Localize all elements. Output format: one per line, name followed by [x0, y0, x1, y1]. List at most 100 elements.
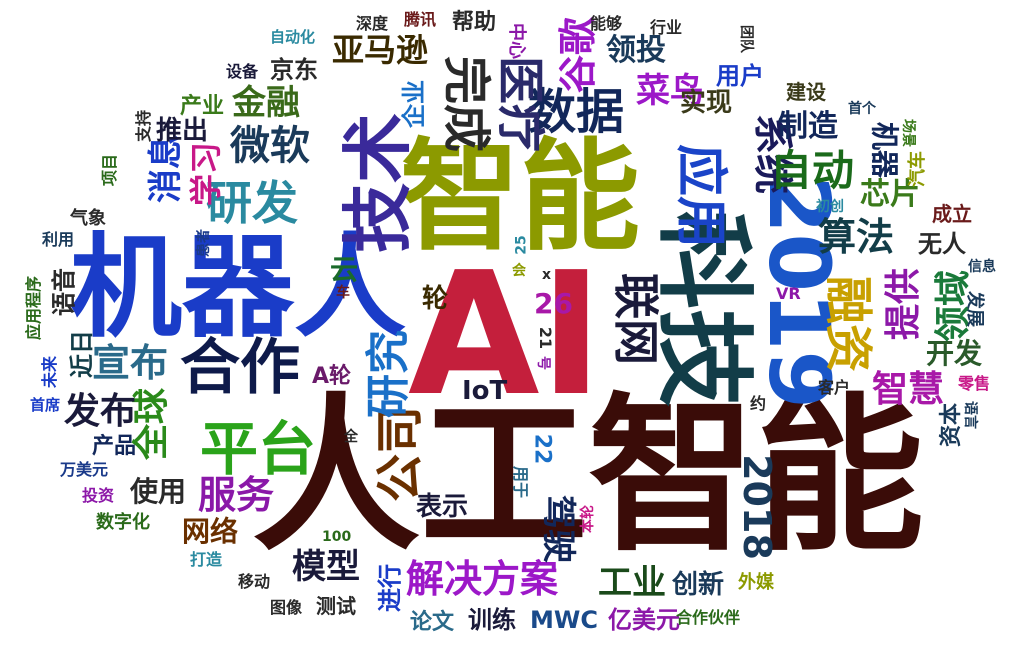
word: 行业	[650, 18, 683, 37]
word: 进行	[376, 564, 404, 612]
word: 移动	[238, 572, 271, 591]
word: 云	[330, 253, 359, 286]
word: 投资	[82, 486, 115, 505]
word: 人工智能	[252, 378, 924, 574]
word: 22	[529, 433, 555, 465]
word: 论文	[410, 610, 455, 635]
word: 完成	[438, 55, 495, 153]
word: 场景	[900, 119, 916, 147]
word: 用户	[716, 62, 764, 90]
word: 联网	[609, 273, 663, 365]
word: 无人	[918, 230, 966, 258]
word: 数据	[528, 84, 625, 140]
word: 支持	[134, 109, 154, 143]
word: 自动	[770, 146, 855, 195]
word: 技术	[337, 113, 419, 253]
word: 初创	[816, 199, 844, 215]
word: 芯片	[860, 177, 920, 212]
word: 团队	[738, 25, 754, 53]
word: 智慧	[872, 369, 945, 410]
word: 创新	[672, 570, 725, 600]
word: 万美元	[60, 460, 109, 479]
word: 建设	[786, 80, 826, 104]
word: 合作伙伴	[676, 608, 741, 627]
word: 亿美元	[608, 606, 680, 634]
word: 金融	[232, 83, 300, 123]
word: 自动化	[270, 28, 316, 46]
word: 推出	[156, 116, 209, 146]
word: 26	[534, 287, 573, 320]
word: 解决方案	[406, 557, 559, 601]
word: 能够	[590, 14, 623, 33]
word: 100	[322, 529, 352, 545]
word: 25	[513, 235, 530, 255]
word: A轮	[312, 364, 352, 389]
word: 车	[336, 285, 350, 301]
word: 气象	[70, 208, 106, 229]
word: 微软	[230, 123, 310, 169]
word: 医疗	[492, 55, 549, 153]
word: 企业	[400, 80, 428, 128]
word: 提供	[883, 267, 925, 341]
word: 发展	[964, 291, 985, 327]
word: 号	[535, 356, 551, 370]
word: 中心	[506, 23, 527, 59]
word: 训练	[468, 606, 516, 634]
word: 约	[750, 394, 767, 413]
word: 语言	[962, 401, 978, 429]
word: 融资	[820, 275, 877, 373]
word: 深度	[356, 14, 389, 33]
word: 21	[536, 326, 556, 350]
word: 服务	[198, 473, 275, 517]
word: 全	[344, 429, 358, 445]
word: 京东	[270, 56, 318, 84]
word: 应用	[670, 143, 731, 249]
word: 机器	[868, 121, 902, 179]
word: 公司	[372, 405, 429, 503]
word: x	[542, 267, 552, 283]
word: 智能	[400, 128, 640, 267]
word: 外媒	[738, 572, 774, 593]
word: 机器人	[70, 223, 406, 353]
word: 测试	[316, 594, 356, 618]
word: 研究	[363, 330, 414, 418]
word: 信息	[968, 259, 996, 275]
word: 未来	[40, 355, 60, 389]
word: 网络	[182, 515, 239, 548]
word: 轮	[422, 284, 449, 314]
word: 实现	[680, 88, 733, 118]
word: 菜鸟	[636, 71, 704, 111]
word: 图像	[270, 598, 303, 617]
word: 表示	[416, 492, 469, 522]
word: 算法	[818, 215, 895, 259]
word: 会	[512, 263, 526, 279]
word: 合作	[180, 333, 300, 403]
word: 应用程序	[24, 275, 44, 341]
word: 零售	[958, 374, 991, 393]
word: 近日	[68, 330, 96, 378]
word: 语音	[50, 268, 78, 316]
word: 腾讯	[404, 10, 437, 29]
word: 用于	[511, 465, 531, 499]
word: 成立	[932, 202, 972, 226]
word: 打造	[190, 550, 223, 569]
word: AI	[408, 236, 603, 434]
word: 研发	[206, 176, 298, 230]
word: 汽车	[907, 151, 928, 187]
word: 产业	[180, 94, 225, 119]
word: 开发	[926, 337, 983, 370]
word: 模型	[292, 547, 360, 587]
word: 利用	[42, 230, 75, 249]
word: 制造	[778, 109, 838, 144]
word: 宣布	[92, 341, 169, 385]
word: IoT	[462, 376, 508, 406]
word: VR	[776, 284, 801, 303]
word: 全球	[131, 387, 173, 461]
word: 患者	[196, 229, 212, 257]
word: 领投	[606, 33, 666, 68]
word: 帮助	[452, 10, 497, 35]
word: 2018	[734, 454, 779, 560]
word: 设备	[226, 62, 259, 81]
word: 资本	[939, 402, 965, 448]
